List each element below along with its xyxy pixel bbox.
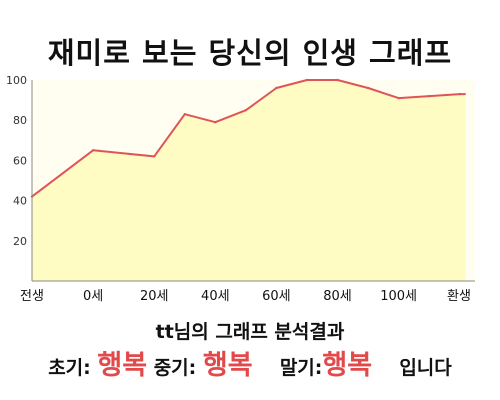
marks-layer [30,78,466,281]
data-point [244,109,248,112]
y-tick-label: 60 [13,154,27,167]
ticks-layer: 20 40 60 80 100 전생 0세 20세 40세 60세 80세 100세 환생 [6,74,471,304]
y-tick-label: 100 [6,74,27,87]
analysis-heading: tt님의 그래프 분석결과 [155,321,345,343]
y-tick-label: 40 [13,195,27,208]
late-value: 행복 [322,350,373,381]
data-point [305,78,309,82]
data-point [275,86,278,90]
x-tick-label: 0세 [83,289,103,304]
ending-text: 입니다 [399,357,452,379]
y-tick-label: 80 [13,114,27,127]
x-tick-label: 100세 [380,289,417,304]
x-tick-label: 80세 [323,289,352,304]
middle-value: 행복 [202,350,253,381]
data-point [183,113,186,116]
middle-label: 중기: [153,357,197,379]
data-point [153,155,156,158]
x-tick-label: 20세 [140,289,169,304]
area-fill [32,80,466,281]
series-line [31,79,466,198]
early-value: 행복 [97,350,148,381]
x-tick-label: 환생 [447,289,471,304]
data-point [91,149,95,152]
y-tick-label: 20 [13,235,27,248]
data-point [336,78,339,82]
late-label: 말기: [279,357,323,379]
data-point [214,121,217,124]
data-point [366,86,370,90]
analysis-result: 초기: 행복 중기: 행복 말기:행복 입니다 [0,343,500,382]
x-tick-label: 40세 [201,289,230,304]
x-tick-label: 60세 [262,289,291,304]
data-point [397,96,400,100]
chart-title: 재미로 보는 당신의 인생 그래프 [47,36,453,70]
data-point [458,92,461,96]
data-point [428,94,431,98]
x-tick-label: 전생 [20,289,44,304]
early-label: 초기: [48,357,91,379]
